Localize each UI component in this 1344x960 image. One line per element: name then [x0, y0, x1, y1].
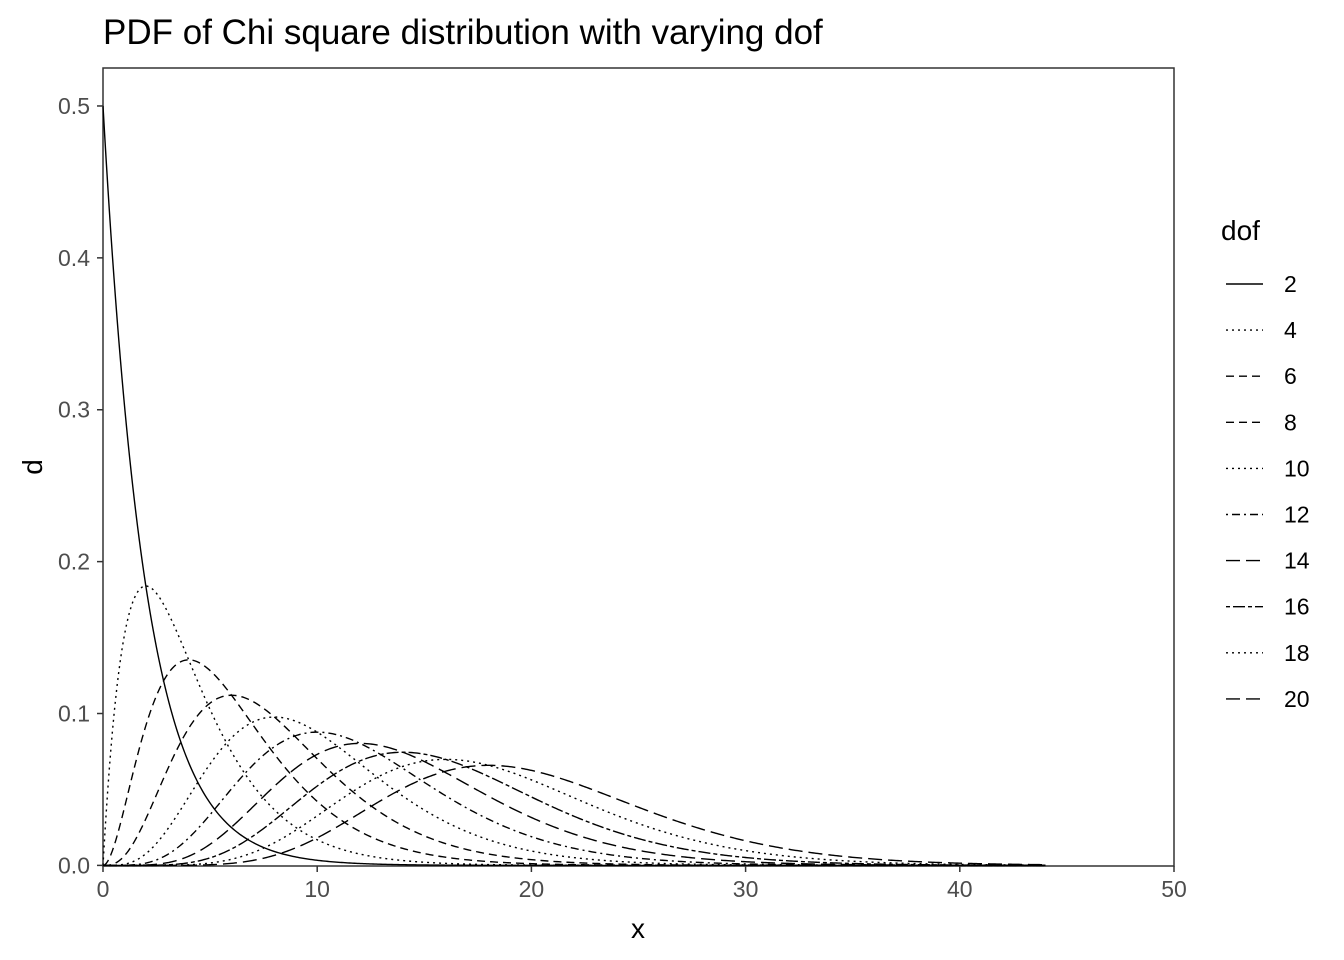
x-tick-label: 50	[1161, 876, 1187, 902]
legend-item-dof-10: 10	[1226, 455, 1310, 481]
x-tick-label: 0	[97, 876, 110, 902]
y-tick-label: 0.2	[58, 549, 90, 575]
series-line-dof-4	[102, 585, 1046, 867]
legend-label: 16	[1284, 594, 1310, 620]
plot-area	[102, 67, 1175, 867]
chart-title: PDF of Chi square distribution with vary…	[103, 13, 823, 52]
series-line-dof-2	[102, 105, 1046, 867]
legend-item-dof-2: 2	[1226, 271, 1297, 297]
series-line-dof-14	[103, 742, 1046, 867]
series-line-dof-20	[103, 764, 1046, 867]
legend-item-dof-18: 18	[1226, 640, 1310, 666]
y-axis: 0.0 0.1 0.2 0.3 0.4 0.5	[58, 93, 103, 878]
series-line-dof-8	[103, 694, 1046, 867]
legend-item-dof-6: 6	[1226, 363, 1297, 389]
x-tick-label: 20	[519, 876, 545, 902]
panel-border	[102, 67, 1175, 867]
y-tick-label: 0.0	[58, 852, 90, 878]
legend-item-dof-4: 4	[1226, 317, 1297, 343]
legend-label: 20	[1284, 686, 1310, 712]
x-tick-label: 30	[733, 876, 759, 902]
legend-label: 2	[1284, 271, 1297, 297]
legend-item-dof-8: 8	[1226, 409, 1297, 435]
y-tick-label: 0.5	[58, 93, 90, 119]
legend-label: 10	[1284, 455, 1310, 481]
series-line-dof-16	[103, 751, 1046, 867]
legend: dof 2 4 6 8 10 12 14 16 18 20	[1221, 215, 1310, 712]
y-tick-label: 0.4	[58, 245, 90, 271]
series-line-dof-6	[102, 659, 1046, 867]
legend-label: 18	[1284, 640, 1310, 666]
legend-label: 14	[1284, 548, 1310, 574]
x-tick-label: 40	[947, 876, 973, 902]
legend-label: 12	[1284, 502, 1310, 528]
legend-item-dof-12: 12	[1226, 502, 1310, 528]
legend-item-dof-20: 20	[1226, 686, 1310, 712]
y-tick-label: 0.1	[58, 701, 90, 727]
legend-item-dof-14: 14	[1226, 548, 1310, 574]
legend-item-dof-16: 16	[1226, 594, 1310, 620]
series-line-dof-10	[103, 716, 1046, 867]
x-tick-label: 10	[304, 876, 330, 902]
legend-label: 6	[1284, 363, 1297, 389]
legend-label: 8	[1284, 409, 1297, 435]
legend-title: dof	[1221, 215, 1260, 246]
x-axis-title: x	[631, 913, 645, 944]
x-axis: 0 10 20 30 40 50	[97, 866, 1187, 902]
legend-label: 4	[1284, 317, 1297, 343]
series-line-dof-18	[103, 758, 1046, 867]
series-line-dof-12	[103, 731, 1046, 867]
y-axis-title: d	[17, 459, 48, 475]
y-tick-label: 0.3	[58, 397, 90, 423]
